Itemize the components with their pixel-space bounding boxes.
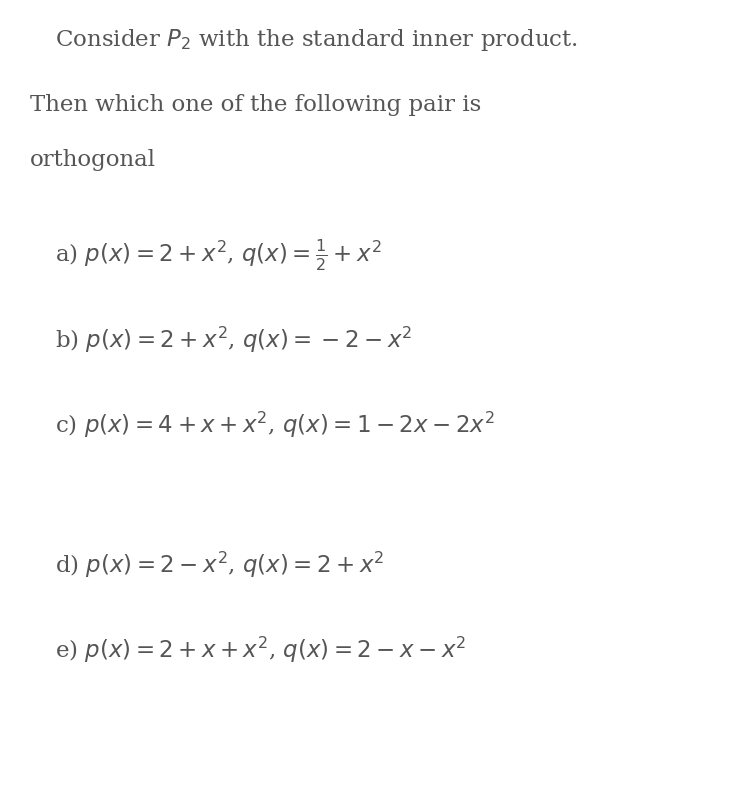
Text: e) $p(x) = 2 + x + x^2$, $q(x) = 2 - x - x^2$: e) $p(x) = 2 + x + x^2$, $q(x) = 2 - x -… (55, 635, 466, 665)
Text: Consider $P_2$ with the standard inner product.: Consider $P_2$ with the standard inner p… (55, 27, 578, 53)
Text: b) $p(x) = 2 + x^2$, $q(x) = -2 - x^2$: b) $p(x) = 2 + x^2$, $q(x) = -2 - x^2$ (55, 325, 412, 355)
Text: c) $p(x) = 4 + x + x^2$, $q(x) = 1 - 2x - 2x^2$: c) $p(x) = 4 + x + x^2$, $q(x) = 1 - 2x … (55, 410, 495, 440)
Text: d) $p(x) = 2 - x^2$, $q(x) = 2 + x^2$: d) $p(x) = 2 - x^2$, $q(x) = 2 + x^2$ (55, 550, 384, 580)
Text: orthogonal: orthogonal (30, 149, 156, 171)
Text: Then which one of the following pair is: Then which one of the following pair is (30, 94, 481, 116)
Text: a) $p(x) = 2 + x^2$, $q(x) = \frac{1}{2} + x^2$: a) $p(x) = 2 + x^2$, $q(x) = \frac{1}{2}… (55, 238, 382, 273)
